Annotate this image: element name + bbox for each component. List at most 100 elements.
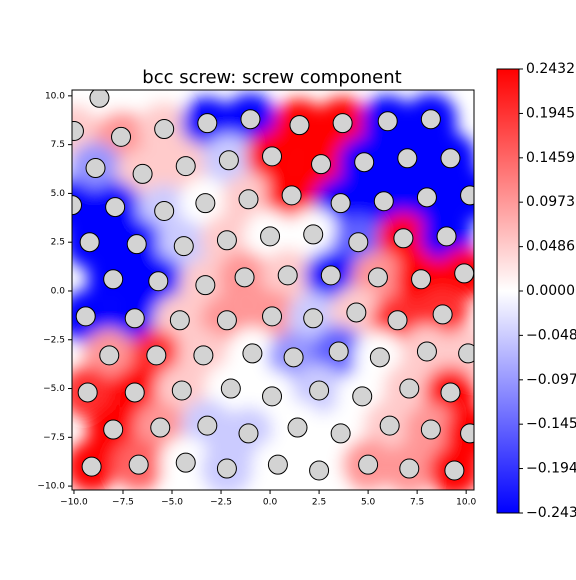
y-tick-label: 2.5	[51, 238, 65, 248]
colorbar	[496, 68, 520, 514]
atom	[320, 265, 341, 286]
atom	[354, 152, 375, 173]
x-tick-label: −2.5	[210, 498, 232, 508]
atom	[216, 230, 237, 251]
atom	[216, 458, 237, 479]
colorbar-tick-label: 0.1945	[526, 105, 575, 121]
atom	[216, 310, 237, 331]
atom	[220, 378, 241, 399]
atom	[420, 109, 441, 130]
colorbar-tick-label: −0.0973	[526, 372, 576, 388]
atom	[358, 454, 379, 475]
atom	[332, 113, 353, 134]
atom	[328, 341, 349, 362]
atom	[416, 187, 437, 208]
atom	[240, 109, 261, 130]
atom	[242, 343, 263, 364]
atom	[154, 200, 175, 221]
atom	[283, 347, 304, 368]
atom	[81, 456, 102, 477]
atom	[195, 193, 216, 214]
atom	[309, 380, 330, 401]
atom	[72, 120, 84, 141]
colorbar-tick-label: −0.2432	[526, 505, 576, 521]
atom	[150, 417, 171, 438]
x-tick-label: 10.0	[456, 498, 476, 508]
atom	[111, 126, 132, 147]
colorbar-tick-label: −0.1459	[526, 416, 576, 432]
chart-title: bcc screw: screw component	[142, 67, 401, 88]
field-cell	[442, 327, 474, 380]
atoms	[72, 90, 474, 481]
atom	[330, 423, 351, 444]
colorbar-tick-label: −0.1945	[526, 461, 576, 477]
atom	[399, 378, 420, 399]
atom	[103, 419, 124, 440]
atom	[440, 148, 461, 169]
atom	[399, 458, 420, 479]
atom	[169, 310, 190, 331]
atom	[379, 415, 400, 436]
atom	[458, 343, 474, 364]
atom	[218, 150, 239, 171]
atom	[124, 382, 145, 403]
atom	[352, 386, 373, 407]
axes: −10.0 −7.5 −5.0 −2.5 0.0 2.5 5.0 7.5 10.0 −10.0 −7…	[37, 61, 576, 521]
atom	[72, 195, 82, 216]
atom	[267, 454, 288, 475]
atom	[440, 382, 461, 403]
atom	[234, 267, 255, 288]
y-tick-label: 10.0	[45, 91, 65, 101]
atom	[126, 234, 147, 255]
atom	[411, 269, 432, 290]
atom	[193, 345, 214, 366]
atom	[262, 386, 283, 407]
atom	[367, 267, 388, 288]
y-tick-label: −5.0	[43, 384, 65, 394]
atom	[197, 415, 218, 436]
atom	[173, 236, 194, 257]
atom	[397, 148, 418, 169]
atom	[238, 423, 259, 444]
atom	[262, 306, 283, 327]
atom	[85, 158, 106, 179]
atom	[89, 90, 110, 108]
atom	[287, 417, 308, 438]
atom	[281, 185, 302, 206]
atom	[77, 382, 98, 403]
atom	[148, 271, 169, 292]
plot-frame	[71, 89, 475, 491]
atom	[460, 423, 474, 444]
atom	[373, 191, 394, 212]
atom	[128, 454, 149, 475]
atom	[277, 265, 298, 286]
y-tick-label: 0.0	[51, 286, 66, 296]
atom	[132, 163, 153, 184]
atom	[260, 226, 281, 247]
y-tick-label: 5.0	[51, 189, 66, 199]
field-cell	[444, 169, 474, 222]
atom	[75, 306, 96, 327]
atom	[175, 156, 196, 177]
colorbar-tick-label: 0.1459	[526, 150, 575, 166]
y-tick-label: −10.0	[37, 482, 65, 492]
atom	[309, 460, 330, 481]
atom	[377, 111, 398, 132]
x-tick-label: 7.5	[410, 498, 424, 508]
atom	[103, 269, 124, 290]
atom	[262, 146, 283, 167]
x-tick-label: −7.5	[112, 498, 134, 508]
atom	[387, 310, 408, 331]
x-tick-label: −10.0	[60, 498, 88, 508]
atom	[124, 308, 145, 329]
atom	[303, 224, 324, 245]
atom	[105, 197, 126, 218]
atom	[238, 189, 259, 210]
atom	[432, 304, 453, 325]
x-tick-label: 5.0	[361, 498, 376, 508]
colorbar-tick-label: 0.0000	[526, 283, 575, 299]
x-tick-label: 0.0	[263, 498, 278, 508]
atom	[154, 119, 175, 140]
atom	[346, 302, 367, 323]
